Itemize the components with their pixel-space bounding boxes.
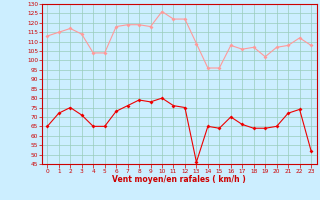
X-axis label: Vent moyen/en rafales ( km/h ): Vent moyen/en rafales ( km/h ) — [112, 175, 246, 184]
